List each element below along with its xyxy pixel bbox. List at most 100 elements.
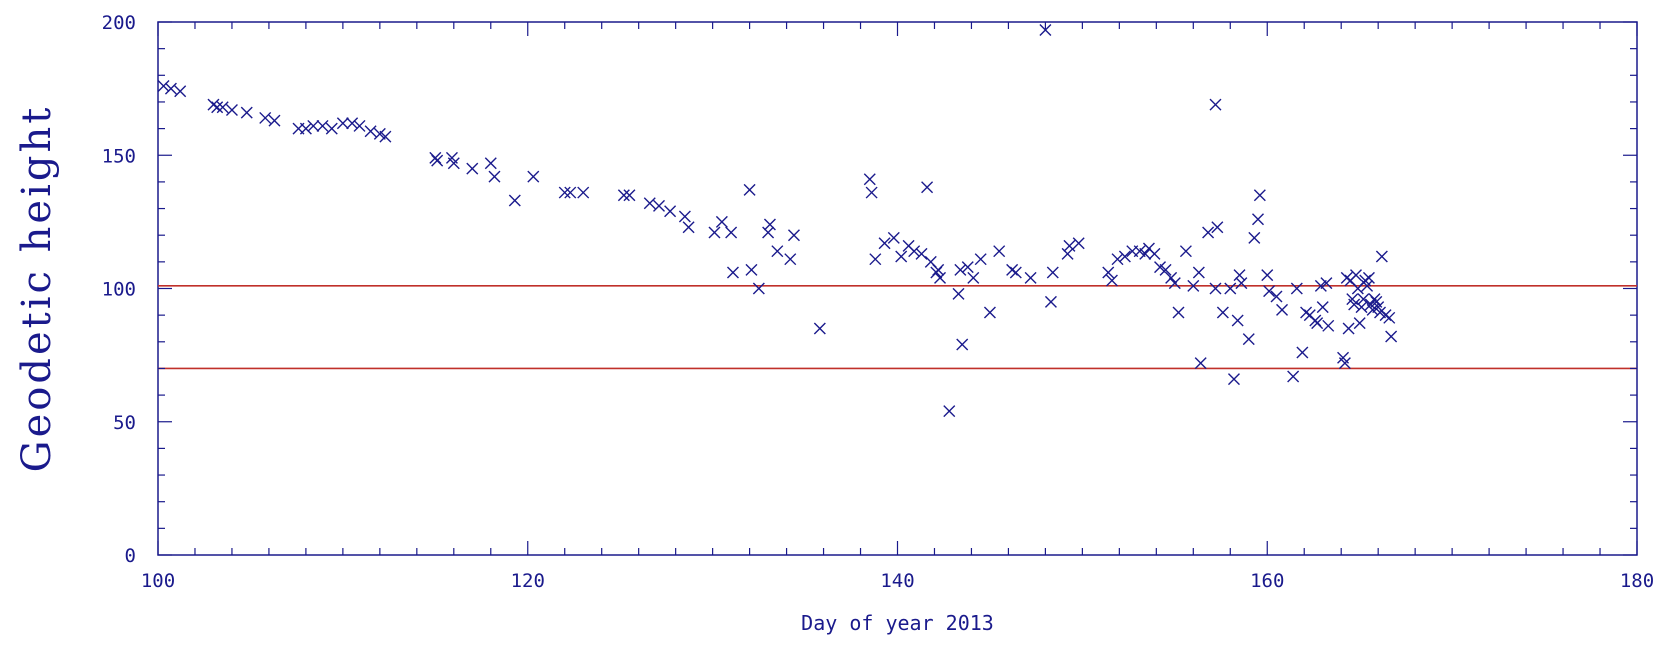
y-tick-label: 200 <box>102 12 136 34</box>
data-point <box>1300 306 1313 319</box>
data-point <box>1361 279 1374 292</box>
y-tick-label: 50 <box>113 412 136 434</box>
data-point <box>1159 263 1172 276</box>
data-point <box>643 197 656 210</box>
y-tick-label: 100 <box>102 279 136 301</box>
data-point <box>1009 266 1022 279</box>
data-point <box>1355 301 1368 314</box>
data-point <box>813 322 826 335</box>
data-point <box>708 226 721 239</box>
data-point <box>1311 317 1324 330</box>
y-tick-label: 0 <box>125 545 136 567</box>
data-point <box>447 157 460 170</box>
data-point <box>1046 266 1059 279</box>
data-point <box>1165 271 1178 284</box>
data-point <box>726 266 739 279</box>
data-point <box>1209 98 1222 111</box>
data-point <box>993 245 1006 258</box>
x-tick-label: 160 <box>1250 570 1284 592</box>
data-point <box>259 111 272 124</box>
data-point <box>216 101 229 114</box>
data-point <box>974 253 987 266</box>
data-point <box>763 218 776 231</box>
data-point <box>1316 301 1329 314</box>
data-point <box>299 122 312 135</box>
data-point <box>1233 269 1246 282</box>
data-point <box>1385 330 1398 343</box>
y-tick-label: 150 <box>102 145 136 167</box>
data-point <box>1375 250 1388 263</box>
data-point <box>762 226 775 239</box>
data-point <box>488 170 501 183</box>
data-point <box>1248 231 1261 244</box>
data-points <box>157 24 1398 418</box>
data-point <box>1242 333 1255 346</box>
data-point <box>527 170 540 183</box>
data-point <box>1349 269 1362 282</box>
data-point <box>484 157 497 170</box>
data-point <box>1320 277 1333 290</box>
data-point <box>157 79 170 92</box>
data-point <box>1168 277 1181 290</box>
x-tick-label: 100 <box>141 570 175 592</box>
data-point <box>1322 319 1335 332</box>
data-point <box>225 103 238 116</box>
data-point <box>863 173 876 186</box>
data-point <box>346 117 359 130</box>
data-point <box>787 229 800 242</box>
data-point <box>1072 237 1085 250</box>
data-point <box>664 205 677 218</box>
data-point <box>1194 357 1207 370</box>
data-point <box>1340 271 1353 284</box>
data-point <box>983 306 996 319</box>
data-point <box>915 247 928 260</box>
data-point <box>1024 271 1037 284</box>
data-point <box>1253 189 1266 202</box>
data-point <box>1172 306 1185 319</box>
data-point <box>577 186 590 199</box>
reference-lines <box>158 285 1637 370</box>
data-point <box>240 106 253 119</box>
data-point <box>1270 290 1283 303</box>
x-tick-label: 120 <box>511 570 545 592</box>
data-point <box>1224 282 1237 295</box>
data-point <box>1102 266 1115 279</box>
data-point <box>1006 263 1019 276</box>
data-point <box>932 263 945 276</box>
data-point <box>921 181 934 194</box>
data-point <box>887 231 900 244</box>
data-point <box>771 245 784 258</box>
data-point <box>1362 271 1375 284</box>
data-point <box>678 210 691 223</box>
data-point <box>784 253 797 266</box>
data-point <box>1383 311 1396 324</box>
data-point <box>1209 282 1222 295</box>
plot-frame <box>157 21 1638 556</box>
data-point <box>1227 373 1240 386</box>
data-point <box>1063 239 1076 252</box>
data-point <box>1118 250 1131 263</box>
data-point <box>1296 346 1309 359</box>
data-point <box>1357 293 1370 306</box>
data-point <box>682 221 695 234</box>
data-point <box>934 271 947 284</box>
data-point <box>1139 247 1152 260</box>
data-point <box>558 186 571 199</box>
data-point <box>466 162 479 175</box>
data-point <box>325 122 338 135</box>
data-point <box>895 250 908 263</box>
plot-border <box>157 21 1638 556</box>
data-point <box>878 237 891 250</box>
data-point <box>1202 226 1215 239</box>
data-point <box>316 119 329 132</box>
data-point <box>653 199 666 212</box>
data-point <box>1231 314 1244 327</box>
x-tick-label: 140 <box>880 570 914 592</box>
data-point <box>564 186 577 199</box>
data-point <box>1044 295 1057 308</box>
data-point <box>1192 266 1205 279</box>
data-point <box>1287 370 1300 383</box>
data-point <box>174 85 187 98</box>
